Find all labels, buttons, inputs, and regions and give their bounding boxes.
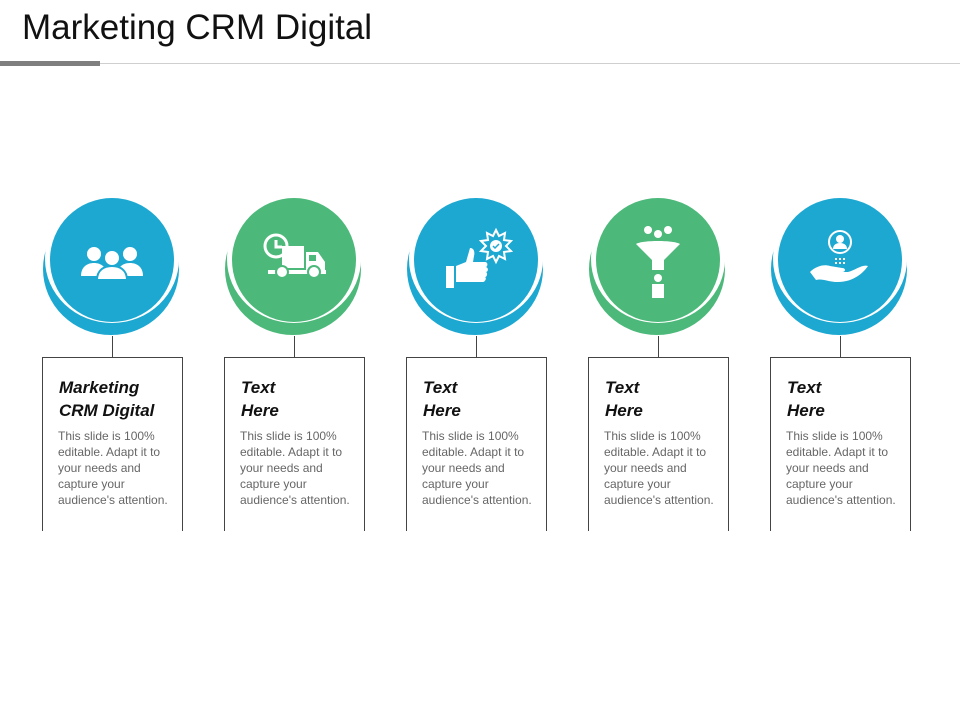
- text-box: Text Here This slide is 100% editable. Ad…: [406, 357, 547, 531]
- heading-line-1: Marketing: [59, 378, 140, 397]
- icon-circle: [414, 198, 538, 322]
- connector-line: [476, 336, 477, 357]
- icon-circle: [50, 198, 174, 322]
- icon-circle: [596, 198, 720, 322]
- step-item: Text Here This slide is 100% editable. Ad…: [406, 195, 547, 535]
- step-description: This slide is 100% editable. Adapt it to…: [786, 429, 896, 507]
- heading-line-2: Here: [423, 401, 461, 420]
- heading-line-2: CRM Digital: [59, 401, 155, 420]
- icon-circle: [778, 198, 902, 322]
- step-description: This slide is 100% editable. Adapt it to…: [58, 429, 168, 507]
- title-accent-bar: [0, 61, 100, 66]
- heading-line-2: Here: [787, 401, 825, 420]
- step-heading: Text Here: [423, 376, 543, 422]
- heading-line-1: Text: [241, 378, 276, 397]
- page-title: Marketing CRM Digital: [22, 8, 373, 47]
- delivery-truck-clock-icon: [263, 233, 326, 279]
- step-heading: Text Here: [241, 376, 361, 422]
- step-description: This slide is 100% editable. Adapt it to…: [240, 429, 350, 507]
- text-box: Marketing CRM Digital This slide is 100% …: [42, 357, 183, 531]
- heading-line-1: Text: [787, 378, 822, 397]
- text-box: Text Here This slide is 100% editable. Ad…: [588, 357, 729, 531]
- text-box: Text Here This slide is 100% editable. Ad…: [770, 357, 911, 531]
- connector-line: [294, 336, 295, 357]
- heading-line-2: Here: [605, 401, 643, 420]
- step-item: Text Here This slide is 100% editable. Ad…: [224, 195, 365, 535]
- step-item: Marketing CRM Digital This slide is 100% …: [42, 195, 183, 535]
- step-heading: Marketing CRM Digital: [59, 376, 179, 422]
- connector-line: [112, 336, 113, 357]
- heading-line-1: Text: [423, 378, 458, 397]
- icon-circle: [232, 198, 356, 322]
- connector-line: [840, 336, 841, 357]
- hand-user-icon: [810, 230, 868, 282]
- step-item: Text Here This slide is 100% editable. Ad…: [770, 195, 911, 535]
- step-heading: Text Here: [605, 376, 725, 422]
- step-description: This slide is 100% editable. Adapt it to…: [422, 429, 532, 507]
- heading-line-2: Here: [241, 401, 279, 420]
- thumbs-up-badge-icon: [446, 227, 514, 288]
- connector-line: [658, 336, 659, 357]
- step-item: Text Here This slide is 100% editable. Ad…: [588, 195, 729, 535]
- text-box: Text Here This slide is 100% editable. Ad…: [224, 357, 365, 531]
- heading-line-1: Text: [605, 378, 640, 397]
- title-divider: [0, 63, 960, 64]
- business-team-icon: [81, 247, 143, 281]
- step-description: This slide is 100% editable. Adapt it to…: [604, 429, 714, 507]
- step-heading: Text Here: [787, 376, 907, 422]
- funnel-people-icon: [636, 226, 680, 298]
